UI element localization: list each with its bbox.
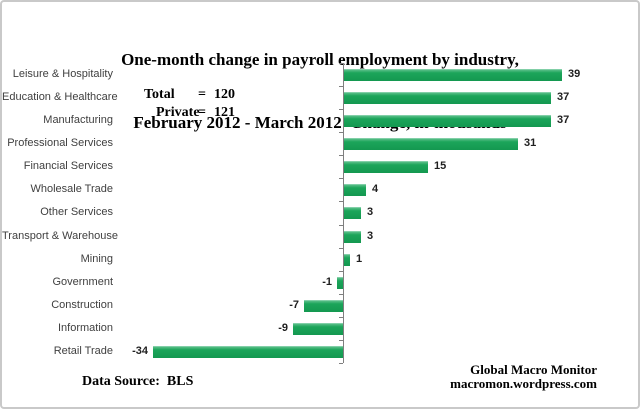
brand-line2: macromon.wordpress.com: [450, 376, 597, 391]
category-label: Manufacturing: [43, 114, 113, 126]
summary-total-equals: =: [198, 87, 206, 102]
summary-private-value: 121: [214, 105, 235, 120]
value-label: -9: [278, 322, 288, 334]
category-label: Wholesale Trade: [30, 183, 113, 195]
bar: [344, 161, 428, 173]
value-label: -1: [322, 276, 332, 288]
category-label: Financial Services: [23, 160, 113, 172]
brand-line1: Global Macro Monitor: [470, 362, 597, 377]
bar: [344, 69, 562, 81]
axis-tick: [339, 225, 343, 226]
category-label: Professional Services: [7, 137, 113, 149]
bar: [344, 138, 518, 150]
bar: [344, 207, 361, 219]
value-label: 37: [557, 91, 570, 103]
axis-tick: [339, 340, 343, 341]
value-label: 37: [557, 114, 570, 126]
category-label: Transport & Warehouse: [2, 230, 118, 242]
axis-tick: [339, 248, 343, 249]
category-label: Education & Healthcare: [2, 91, 118, 103]
category-axis-line: [343, 63, 344, 363]
axis-tick: [339, 363, 343, 364]
bar: [344, 184, 366, 196]
summary-private-row: Private= 121: [144, 104, 235, 122]
value-label: 1: [356, 253, 363, 265]
category-label: Construction: [51, 299, 113, 311]
axis-tick: [339, 178, 343, 179]
axis-tick: [339, 109, 343, 110]
axis-tick: [339, 132, 343, 133]
bar: [344, 115, 551, 127]
axis-tick: [339, 271, 343, 272]
axis-tick: [339, 63, 343, 64]
value-label: -34: [132, 345, 148, 357]
axis-tick: [339, 86, 343, 87]
summary-total-value: 120: [214, 87, 235, 102]
axis-tick: [339, 317, 343, 318]
value-label: 3: [367, 230, 374, 242]
value-label: -7: [289, 299, 299, 311]
category-label: Other Services: [40, 206, 113, 218]
summary-private-label: Private: [156, 105, 200, 120]
axis-tick: [339, 201, 343, 202]
bar: [293, 323, 343, 335]
axis-tick: [339, 294, 343, 295]
bar: [153, 346, 343, 358]
summary-total-label: Total: [144, 87, 175, 102]
value-label: 31: [524, 137, 537, 149]
data-source-note: Data Source: BLS: [82, 374, 194, 389]
value-label: 15: [434, 160, 447, 172]
category-label: Information: [57, 322, 113, 334]
summary-annotation: Total = 120 Private= 121: [144, 86, 235, 122]
value-label: 3: [367, 206, 374, 218]
value-label: 39: [568, 68, 581, 80]
bar: [344, 92, 551, 104]
brand-note: Global Macro Monitor macromon.wordpress.…: [450, 363, 597, 391]
value-label: 4: [372, 183, 379, 195]
summary-private-equals: =: [198, 105, 206, 120]
chart-title-line1: One-month change in payroll employment b…: [121, 50, 519, 69]
category-label: Mining: [80, 253, 113, 265]
bar: [344, 254, 350, 266]
bar: [344, 231, 361, 243]
axis-tick: [339, 155, 343, 156]
summary-total-row: Total = 120: [144, 86, 235, 104]
bar: [304, 300, 343, 312]
bar: [337, 277, 343, 289]
category-label: Leisure & Hospitality: [12, 68, 113, 80]
category-label: Government: [52, 276, 113, 288]
category-label: Retail Trade: [53, 345, 113, 357]
